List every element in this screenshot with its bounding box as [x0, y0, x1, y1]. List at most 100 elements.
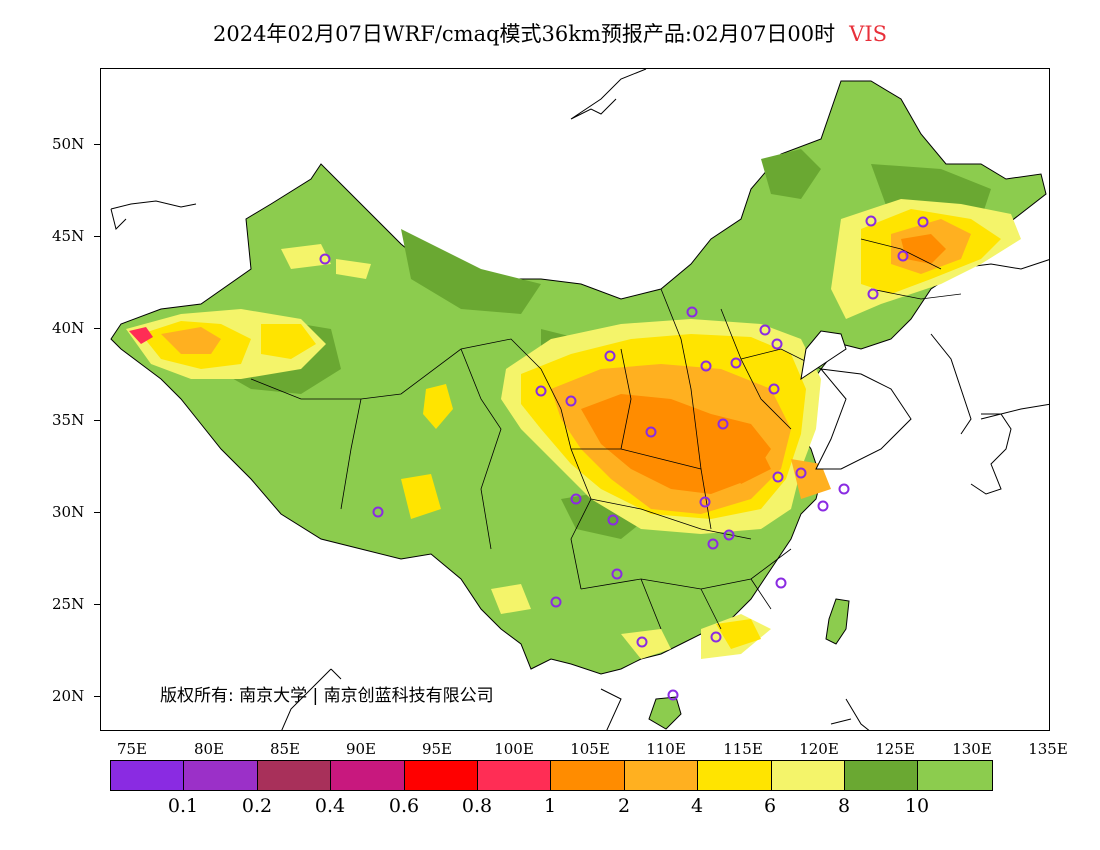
lon-label-105e: 105E [570, 740, 610, 758]
colorbar-segment [404, 761, 478, 790]
station-marker [768, 383, 780, 395]
station-marker [795, 467, 807, 479]
map-panel[interactable] [100, 68, 1050, 731]
lat-label-45n: 45N [52, 227, 85, 245]
colorbar-label: 0.8 [461, 795, 493, 817]
station-marker [645, 426, 657, 438]
station-marker [723, 529, 735, 541]
copyright-text: 版权所有: 南京大学 | 南京创蓝科技有限公司 [160, 686, 494, 706]
station-marker [817, 500, 829, 512]
colorbar-segment [698, 761, 772, 790]
colorbar-label: 0.4 [314, 795, 346, 817]
station-marker [611, 568, 623, 580]
colorbar [110, 760, 993, 791]
colorbar-segment [477, 761, 552, 790]
taiwan-island [825, 598, 850, 645]
station-marker [771, 338, 783, 350]
station-marker [686, 306, 698, 318]
station-marker [667, 689, 679, 701]
lon-label-85e: 85E [269, 740, 301, 758]
lat-label-25n: 25N [52, 595, 85, 613]
korea-coast [930, 333, 972, 435]
station-marker [319, 253, 331, 265]
colorbar-segment [331, 761, 405, 790]
lat-tick [94, 328, 100, 329]
colorbar-label: 8 [837, 795, 851, 817]
title-variable: VIS [849, 22, 888, 46]
lon-label-90e: 90E [345, 740, 377, 758]
coastline-outlines [110, 69, 1049, 730]
station-markers [319, 215, 929, 701]
lon-label-100e: 100E [494, 740, 534, 758]
lat-tick [94, 604, 100, 605]
station-marker [759, 324, 771, 336]
colorbar-segment [111, 761, 185, 790]
station-marker [565, 395, 577, 407]
lat-tick [94, 144, 100, 145]
colorbar-label: 0.6 [388, 795, 420, 817]
colorbar-label: 0.1 [167, 795, 199, 817]
japan-honshu [980, 403, 1049, 420]
colorbar-label: 4 [690, 795, 704, 817]
colorbar-label: 2 [617, 795, 631, 817]
station-marker [707, 538, 719, 550]
lon-label-135e: 135E [1028, 740, 1068, 758]
philippines-outline [830, 698, 870, 730]
lat-label-35n: 35N [52, 411, 85, 429]
lat-label-30n: 30N [52, 503, 85, 521]
station-marker [710, 631, 722, 643]
lon-label-115e: 115E [723, 740, 763, 758]
station-marker [867, 288, 879, 300]
lat-tick [94, 512, 100, 513]
colorbar-label: 10 [904, 795, 930, 817]
station-marker [372, 506, 384, 518]
station-marker [700, 360, 712, 372]
station-marker [570, 493, 582, 505]
lat-tick [94, 420, 100, 421]
lon-label-125e: 125E [875, 740, 915, 758]
colorbar-segment [184, 761, 258, 790]
station-marker [535, 385, 547, 397]
visibility-map [110, 69, 1049, 730]
station-marker [775, 577, 787, 589]
lat-label-50n: 50N [52, 135, 85, 153]
lon-label-130e: 130E [952, 740, 992, 758]
hainan-island [648, 696, 682, 730]
colorbar-segment [551, 761, 625, 790]
station-marker [865, 215, 877, 227]
lon-label-120e: 120E [799, 740, 839, 758]
colorbar-segment [624, 761, 699, 790]
station-marker [772, 471, 784, 483]
station-marker [607, 514, 619, 526]
station-marker [917, 216, 929, 228]
visibility-0.8-1-zone [129, 327, 153, 344]
lon-label-75e: 75E [116, 740, 148, 758]
colorbar-label: 6 [763, 795, 777, 817]
station-marker [604, 350, 616, 362]
station-marker [717, 418, 729, 430]
japan-kyushu [970, 413, 1012, 495]
lat-label-20n: 20N [52, 687, 85, 705]
lat-tick [94, 236, 100, 237]
colorbar-segment [771, 761, 845, 790]
station-marker [636, 636, 648, 648]
lon-label-95e: 95E [421, 740, 453, 758]
station-marker [838, 483, 850, 495]
vietnam-coast [600, 688, 622, 730]
station-marker [699, 496, 711, 508]
caspian-outline [110, 200, 197, 230]
lon-label-110e: 110E [646, 740, 686, 758]
lake-baikal-outline [570, 69, 647, 120]
station-marker [730, 357, 742, 369]
yellow-sea [815, 368, 912, 470]
title-main: 2024年02月07日WRF/cmaq模式36km预报产品:02月07日00时 [212, 22, 836, 46]
station-marker [550, 596, 562, 608]
bay-of-bengal-coast [281, 668, 342, 730]
colorbar-label: 1 [543, 795, 557, 817]
lon-label-80e: 80E [193, 740, 225, 758]
colorbar-label: 0.2 [241, 795, 273, 817]
colorbar-segment [844, 761, 919, 790]
bohai-sea [800, 330, 847, 381]
chart-title: 2024年02月07日WRF/cmaq模式36km预报产品:02月07日00时 V… [0, 18, 1100, 48]
colorbar-segment [918, 761, 992, 790]
